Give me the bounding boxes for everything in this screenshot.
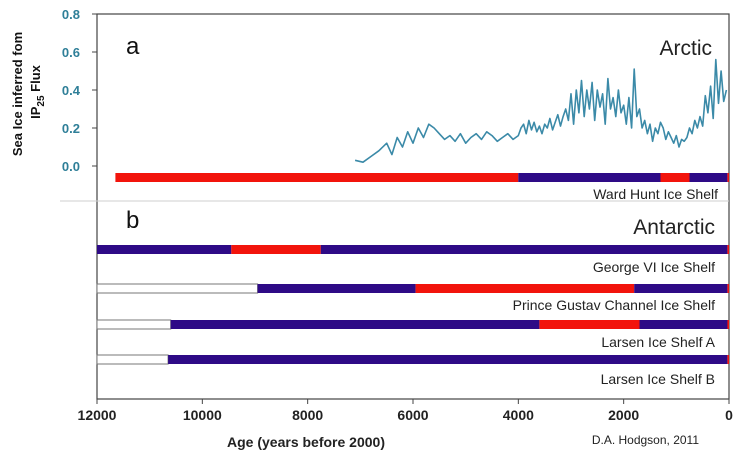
y-tick-label: 0.6 <box>62 45 80 60</box>
x-axis: 12000 10000 8000 6000 4000 2000 0 <box>78 399 733 423</box>
shelf-segment-present <box>639 320 728 329</box>
shelf-name: George VI Ice Shelf <box>593 259 715 275</box>
shelf-bars: Ward Hunt Ice Shelf George VI Ice Shelf Pr… <box>96 173 729 387</box>
shelf-name: Larsen Ice Shelf A <box>601 334 715 350</box>
x-tick-label: 2000 <box>608 407 639 423</box>
y-axis-label-flux: Flux <box>28 64 43 95</box>
shelf-row: Prince Gustav Channel Ice Shelf <box>96 283 729 313</box>
y-tick-label: 0.4 <box>62 83 81 98</box>
y-axis-label-ip: IP <box>28 106 43 119</box>
x-tick-label: 8000 <box>292 407 323 423</box>
panel-a-region: Arctic <box>660 37 713 60</box>
shelf-segment-open <box>727 173 729 182</box>
shelf-segment-open <box>727 320 729 329</box>
y-axis-label: Sea Ice inferred fom IP25 Flux <box>9 28 47 156</box>
shelf-segment-unknown <box>96 354 169 365</box>
shelf-segment-open <box>539 320 640 329</box>
x-axis-label: Age (years before 2000) <box>227 434 385 450</box>
shelf-name: Larsen Ice Shelf B <box>601 371 715 387</box>
shelf-segment-open <box>231 245 321 254</box>
y-axis-label-line1: Sea Ice inferred fom <box>10 32 25 156</box>
shelf-row: George VI Ice Shelf <box>97 245 729 275</box>
y-axis-panel-a: 0.0 0.2 0.4 0.6 0.8 <box>62 7 97 174</box>
credit-text: D.A. Hodgson, 2011 <box>592 433 700 447</box>
x-tick-label: 4000 <box>503 407 534 423</box>
x-tick-label: 10000 <box>183 407 222 423</box>
shelf-name: Prince Gustav Channel Ice Shelf <box>513 297 715 313</box>
x-tick-label: 12000 <box>78 407 117 423</box>
shelf-segment-open <box>727 284 729 293</box>
shelf-segment-unknown <box>96 283 259 294</box>
shelf-segment-present <box>689 173 728 182</box>
shelf-segment-present <box>518 173 661 182</box>
y-tick-label: 0.2 <box>62 121 80 136</box>
shelf-row: Larsen Ice Shelf A <box>96 319 729 350</box>
shelf-segment-present <box>170 320 540 329</box>
panel-a-letter: a <box>126 33 140 60</box>
y-axis-label-sub: 25 <box>36 95 47 107</box>
shelf-row: Larsen Ice Shelf B <box>96 354 729 387</box>
shelf-segment-open <box>660 173 690 182</box>
shelf-segment-present <box>634 284 728 293</box>
y-axis-label-line2: IP25 Flux <box>28 64 47 119</box>
shelf-row: Ward Hunt Ice Shelf <box>115 173 729 202</box>
panel-b-letter: b <box>126 207 139 234</box>
shelf-segment-present <box>257 284 416 293</box>
series-layer <box>354 58 728 163</box>
shelf-segment-open <box>727 245 729 254</box>
ip25-flux-line <box>354 58 728 163</box>
y-tick-label: 0.8 <box>62 7 80 22</box>
shelf-segment-present <box>97 245 232 254</box>
shelf-name: Ward Hunt Ice Shelf <box>593 186 718 202</box>
shelf-segment-unknown <box>96 319 172 330</box>
shelf-segment-present <box>168 355 728 364</box>
x-tick-label: 6000 <box>397 407 428 423</box>
shelf-segment-open <box>727 355 729 364</box>
shelf-segment-open <box>115 173 519 182</box>
shelf-segment-open <box>415 284 635 293</box>
shelf-segment-present <box>320 245 728 254</box>
x-tick-label: 0 <box>725 407 733 423</box>
panel-b-region: Antarctic <box>633 216 715 239</box>
y-tick-label: 0.0 <box>62 159 80 174</box>
